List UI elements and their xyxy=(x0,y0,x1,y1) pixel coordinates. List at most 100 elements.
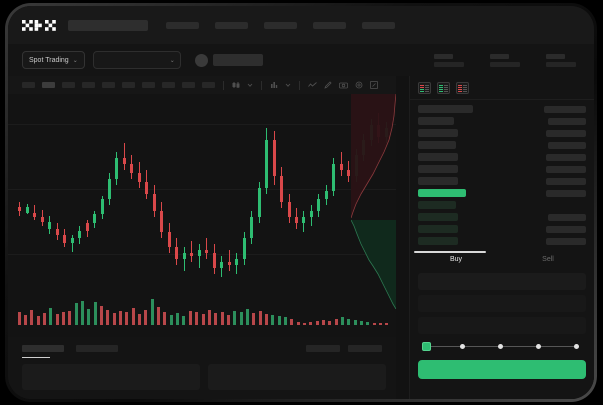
submit-buy-button[interactable] xyxy=(418,360,586,379)
volume-bar xyxy=(290,318,294,325)
orders-tab-0[interactable] xyxy=(22,345,64,352)
timeframe-button-1[interactable] xyxy=(42,82,55,88)
nav-item-4[interactable] xyxy=(362,21,395,29)
orders-action-0[interactable] xyxy=(306,345,340,352)
fullscreen-icon[interactable] xyxy=(370,81,378,89)
volume-bar xyxy=(353,319,357,325)
orders-tab-actions xyxy=(306,345,382,352)
orders-tab-1[interactable] xyxy=(76,345,118,352)
volume-bar xyxy=(144,309,148,325)
market-type-dropdown[interactable]: Spot Trading ⌄ xyxy=(22,51,85,69)
orderbook-ask-row[interactable] xyxy=(418,105,586,113)
stat-value xyxy=(490,61,520,67)
chevron-down-icon[interactable] xyxy=(285,82,291,88)
active-tab-underline xyxy=(22,357,50,358)
toolbar-divider xyxy=(223,80,224,90)
pencil-icon[interactable] xyxy=(324,81,332,89)
candle-body xyxy=(212,253,216,268)
candle-body xyxy=(250,217,254,239)
orderbook-ask-row[interactable] xyxy=(418,129,586,137)
candle-body xyxy=(48,221,52,230)
slider-stop-75[interactable] xyxy=(536,344,541,349)
candle-body xyxy=(70,238,74,243)
timeframe-button-7[interactable] xyxy=(162,82,175,88)
orderbook-rows[interactable] xyxy=(410,100,594,245)
candlestick-icon[interactable] xyxy=(232,81,240,89)
timeframe-button-8[interactable] xyxy=(182,82,195,88)
candle-body xyxy=(108,178,111,200)
orderbook-asks-icon[interactable] xyxy=(456,82,469,94)
nav-item-1[interactable] xyxy=(215,21,248,29)
orderbook-ask-row[interactable] xyxy=(418,153,586,161)
orderbook-both-icon[interactable] xyxy=(418,82,431,94)
nav-item-3[interactable] xyxy=(313,21,346,29)
candle-body xyxy=(33,212,37,218)
volume-bar xyxy=(93,302,97,325)
orderbook-bid-row[interactable] xyxy=(418,237,586,245)
volume-bar xyxy=(214,313,218,325)
orderbook-bid-row[interactable] xyxy=(418,225,586,233)
okx-logo[interactable] xyxy=(22,19,56,31)
slider-stop-100[interactable] xyxy=(574,344,579,349)
settings-icon[interactable] xyxy=(355,81,363,89)
slider-stop-25[interactable] xyxy=(460,344,465,349)
stat-value xyxy=(434,61,464,67)
pair-name-label xyxy=(212,54,263,66)
trade-side-tabs: Buy Sell xyxy=(410,251,594,267)
orders-block-1 xyxy=(208,364,386,390)
orderbook-bid-row[interactable] xyxy=(418,201,586,209)
price-chart[interactable] xyxy=(8,94,396,337)
gridline xyxy=(8,124,396,125)
nav-item-2[interactable] xyxy=(264,21,297,29)
orderbook-qty-bar xyxy=(546,177,586,185)
indicators-icon[interactable] xyxy=(270,81,278,89)
search-input[interactable] xyxy=(68,19,148,31)
candle-body xyxy=(115,157,119,179)
volume-bar xyxy=(30,309,34,325)
orderbook-bid-row[interactable] xyxy=(418,213,586,221)
orderbook-ask-row[interactable] xyxy=(418,177,586,185)
line-tool-icon[interactable] xyxy=(308,81,317,89)
order-amount-field[interactable] xyxy=(418,295,586,312)
candle-body xyxy=(167,232,171,248)
orderbook-trade-column: Buy Sell xyxy=(409,76,594,399)
amount-slider[interactable] xyxy=(422,340,582,352)
volume-bar xyxy=(150,299,154,325)
volume-bar xyxy=(226,315,230,325)
slider-handle[interactable] xyxy=(422,342,431,351)
timeframe-button-9[interactable] xyxy=(202,82,215,88)
tab-sell[interactable]: Sell xyxy=(542,256,554,263)
orderbook-qty-bar xyxy=(546,153,586,161)
order-price-field[interactable] xyxy=(418,273,586,290)
chevron-down-icon[interactable] xyxy=(247,82,253,88)
timeframe-button-0[interactable] xyxy=(22,82,35,88)
candle-body xyxy=(220,262,224,268)
candle-body xyxy=(18,206,22,212)
orderbook-last-price-row[interactable] xyxy=(418,189,586,197)
orderbook-ask-row[interactable] xyxy=(418,117,586,125)
timeframe-button-5[interactable] xyxy=(122,82,135,88)
volume-bar xyxy=(207,309,211,325)
volume-bar xyxy=(106,309,110,325)
market-stats xyxy=(434,53,594,67)
volume-bar xyxy=(296,321,300,325)
volume-bar xyxy=(36,316,40,325)
timeframe-button-3[interactable] xyxy=(82,82,95,88)
pair-selector[interactable]: ⌄ xyxy=(92,51,181,69)
orderbook-bids-icon[interactable] xyxy=(437,82,450,94)
timeframe-button-2[interactable] xyxy=(62,82,75,88)
slider-stop-50[interactable] xyxy=(498,344,503,349)
camera-icon[interactable] xyxy=(339,81,348,89)
nav-item-0[interactable] xyxy=(166,21,199,29)
order-total-field[interactable] xyxy=(418,317,586,334)
candle-body xyxy=(280,175,284,203)
timeframe-button-6[interactable] xyxy=(142,82,155,88)
orderbook-qty-bar xyxy=(546,225,586,233)
tab-buy[interactable]: Buy xyxy=(449,256,463,263)
timeframe-button-4[interactable] xyxy=(102,82,115,88)
candle-body xyxy=(257,187,261,218)
orderbook-ask-row[interactable] xyxy=(418,141,586,149)
candle-body xyxy=(93,214,97,224)
orderbook-ask-row[interactable] xyxy=(418,165,586,173)
orders-action-1[interactable] xyxy=(348,345,382,352)
